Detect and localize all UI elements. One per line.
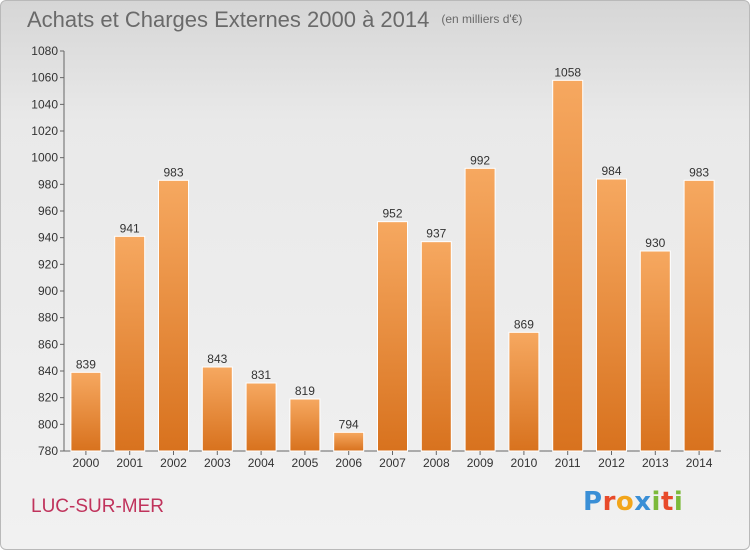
y-tick-label: 900 [38, 284, 58, 298]
logo-letter: r [602, 487, 616, 517]
logo-letter: o [615, 487, 635, 517]
data-label: 992 [470, 153, 490, 167]
x-tick-label: 2014 [686, 456, 713, 470]
x-tick-label: 2013 [642, 456, 669, 470]
bar [683, 179, 715, 452]
y-tick-label: 820 [38, 391, 58, 405]
y-tick-label: 920 [38, 257, 58, 271]
logo-letter: P [583, 487, 603, 517]
y-tick-label: 840 [38, 364, 58, 378]
bar [158, 179, 189, 452]
x-tick-label: 2009 [467, 456, 494, 470]
proxiti-logo: Proxiti [583, 487, 683, 517]
y-tick-label: 1000 [31, 151, 58, 165]
x-tick-label: 2000 [73, 456, 100, 470]
y-tick-label: 780 [38, 444, 58, 458]
y-tick-label: 880 [38, 311, 58, 325]
y-tick-label: 1020 [31, 124, 58, 138]
bar [114, 235, 146, 452]
bar [377, 221, 408, 452]
logo-letter: t [660, 487, 674, 517]
bar [245, 382, 277, 452]
data-label: 983 [163, 165, 183, 179]
data-label: 983 [689, 165, 709, 179]
chart-title-text: Achats et Charges Externes 2000 à 2014 [27, 7, 430, 32]
logo-letter: x [634, 487, 652, 517]
bar [201, 366, 233, 452]
bar [596, 178, 627, 452]
data-label: 984 [601, 164, 621, 178]
bar [508, 331, 540, 452]
data-label: 1058 [554, 65, 581, 79]
data-label: 869 [514, 317, 534, 331]
y-tick-label: 960 [38, 204, 58, 218]
data-label: 839 [76, 357, 96, 371]
data-label: 843 [207, 352, 227, 366]
bar [70, 371, 102, 452]
x-tick-label: 2008 [423, 456, 450, 470]
commune-name: LUC-SUR-MER [31, 496, 164, 517]
y-tick-label: 980 [38, 177, 58, 191]
logo-letter: i [651, 487, 661, 517]
x-tick-label: 2005 [292, 456, 319, 470]
x-tick-label: 2003 [204, 456, 231, 470]
y-tick-label: 940 [38, 231, 58, 245]
logo-letter: i [673, 487, 684, 517]
data-label: 819 [295, 384, 315, 398]
data-label: 794 [339, 417, 359, 431]
bar [464, 167, 496, 452]
y-tick-label: 1040 [31, 97, 58, 111]
bar [552, 79, 584, 452]
bar [639, 250, 671, 452]
x-tick-label: 2004 [248, 456, 275, 470]
y-tick-label: 1060 [31, 71, 58, 85]
data-label: 952 [382, 207, 402, 221]
bar [420, 241, 452, 452]
x-tick-label: 2012 [598, 456, 625, 470]
bar [333, 431, 365, 452]
x-tick-label: 2007 [379, 456, 406, 470]
data-label: 941 [120, 221, 140, 235]
data-label: 831 [251, 368, 271, 382]
data-label: 930 [645, 236, 665, 250]
y-tick-label: 800 [38, 417, 58, 431]
x-tick-label: 2006 [335, 456, 362, 470]
y-tick-label: 1080 [31, 44, 58, 58]
chart-title: Achats et Charges Externes 2000 à 2014 (e… [27, 7, 522, 33]
y-tick-label: 860 [38, 337, 58, 351]
bar [289, 398, 321, 452]
x-tick-label: 2011 [555, 456, 581, 470]
x-tick-label: 2002 [160, 456, 187, 470]
data-label: 937 [426, 227, 446, 241]
x-tick-label: 2010 [511, 456, 538, 470]
chart-subtitle: (en milliers d'€) [441, 12, 523, 26]
x-tick-label: 2001 [116, 456, 143, 470]
